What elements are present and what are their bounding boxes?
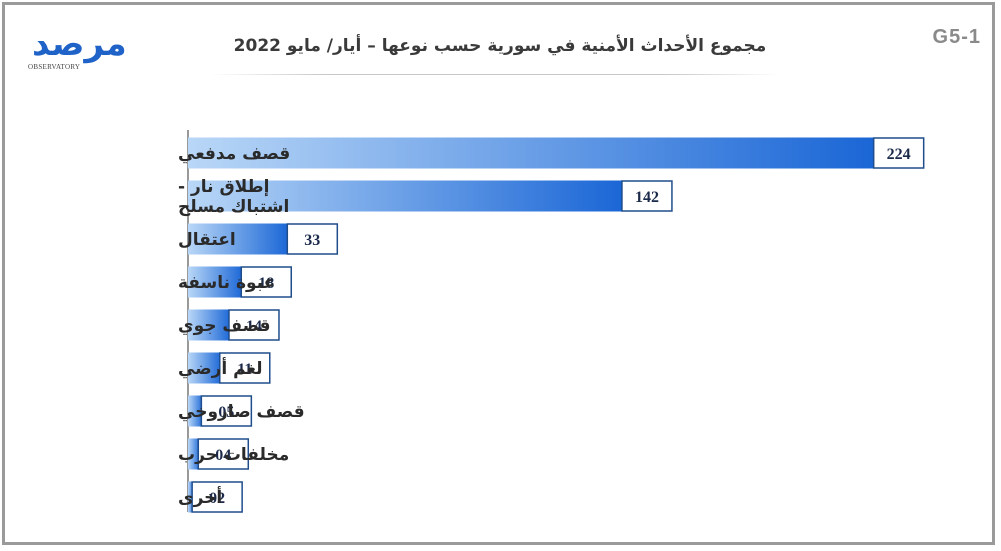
value-label: 04	[215, 447, 231, 464]
logo-subtitle: OBSERVATORY	[28, 63, 81, 71]
category-label: اعتقال	[178, 230, 236, 250]
value-label: 05	[218, 404, 234, 421]
value-label-box	[197, 438, 250, 470]
value-label-box	[286, 223, 339, 255]
category-label: مخلفات حرب	[178, 445, 289, 465]
value-label: 14	[246, 318, 262, 335]
category-label: لغم أرضي	[178, 357, 262, 379]
value-label: 11	[237, 361, 252, 378]
bar	[188, 309, 231, 341]
category-label: عبوة ناسفة	[178, 273, 275, 293]
category-label: أخرى	[178, 486, 222, 508]
value-label: 02	[209, 490, 225, 507]
value-label: 18	[258, 275, 274, 292]
figure-code: G5-1	[932, 26, 981, 48]
value-label-box	[240, 266, 293, 298]
value-label: 142	[635, 189, 659, 206]
value-label-box	[191, 481, 243, 513]
value-label-box	[228, 309, 280, 341]
category-label: قصف صاروخي	[178, 402, 305, 422]
bar	[188, 481, 195, 513]
value-label-box	[219, 352, 271, 384]
value-label-box	[200, 395, 253, 427]
value-label: 224	[887, 146, 911, 163]
chart-title: مجموع الأحداث الأمنية في سورية حسب نوعها…	[233, 36, 767, 56]
title-divider	[210, 74, 780, 75]
bar	[188, 438, 201, 470]
category-label: قصف مدفعي	[178, 144, 290, 164]
value-label: 33	[304, 232, 320, 249]
value-label-box	[872, 137, 925, 169]
chart-frame	[2, 2, 995, 545]
category-label: اشتباك مسلح	[178, 197, 289, 217]
bar	[188, 180, 624, 212]
bar	[188, 223, 290, 255]
bar	[188, 352, 222, 384]
observatory-logo: مرصد OBSERVATORY	[28, 24, 128, 74]
logo-wordmark: مرصد	[32, 24, 127, 64]
value-label-box	[621, 180, 673, 212]
category-label: إطلاق نار -	[178, 177, 269, 197]
bar	[188, 395, 204, 427]
bar	[188, 266, 244, 298]
bar	[188, 137, 876, 169]
category-label: قصف جوي	[178, 316, 271, 336]
